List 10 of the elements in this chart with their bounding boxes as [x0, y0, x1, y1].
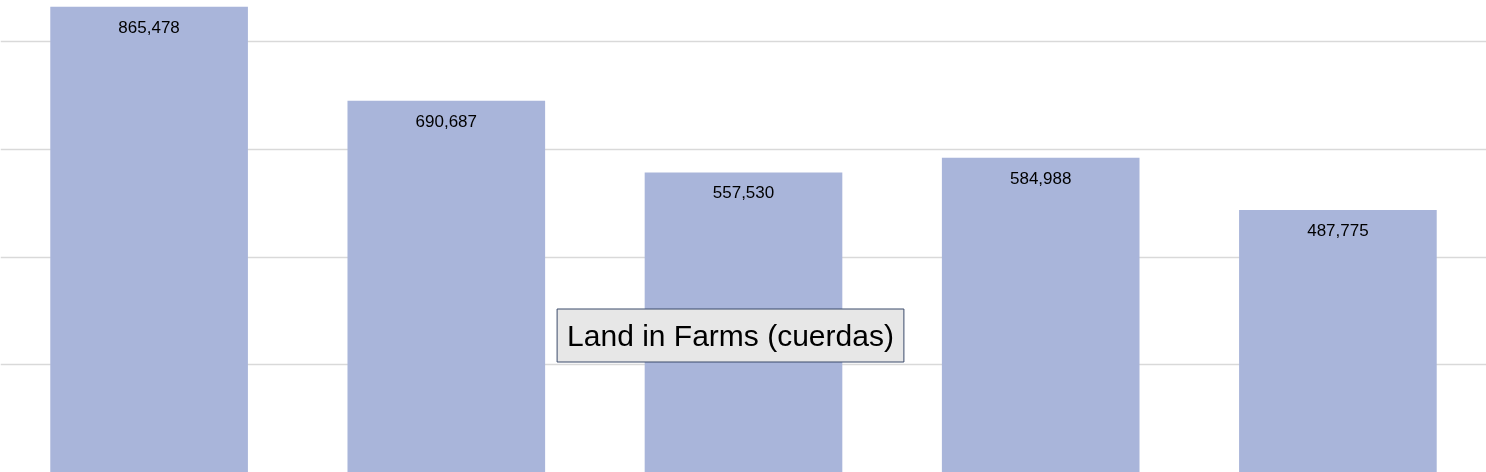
bar [347, 100, 546, 472]
bar [941, 157, 1140, 472]
data-label: 690,687 [415, 111, 478, 131]
text: Land in Farms (cuerdas) [567, 319, 894, 352]
bar [50, 6, 248, 472]
data-label: 865,478 [118, 17, 180, 37]
data-label: 557,530 [712, 183, 775, 203]
bar [1239, 209, 1437, 472]
data-label: 487,775 [1307, 220, 1369, 240]
data-label: 584,988 [1009, 168, 1072, 188]
